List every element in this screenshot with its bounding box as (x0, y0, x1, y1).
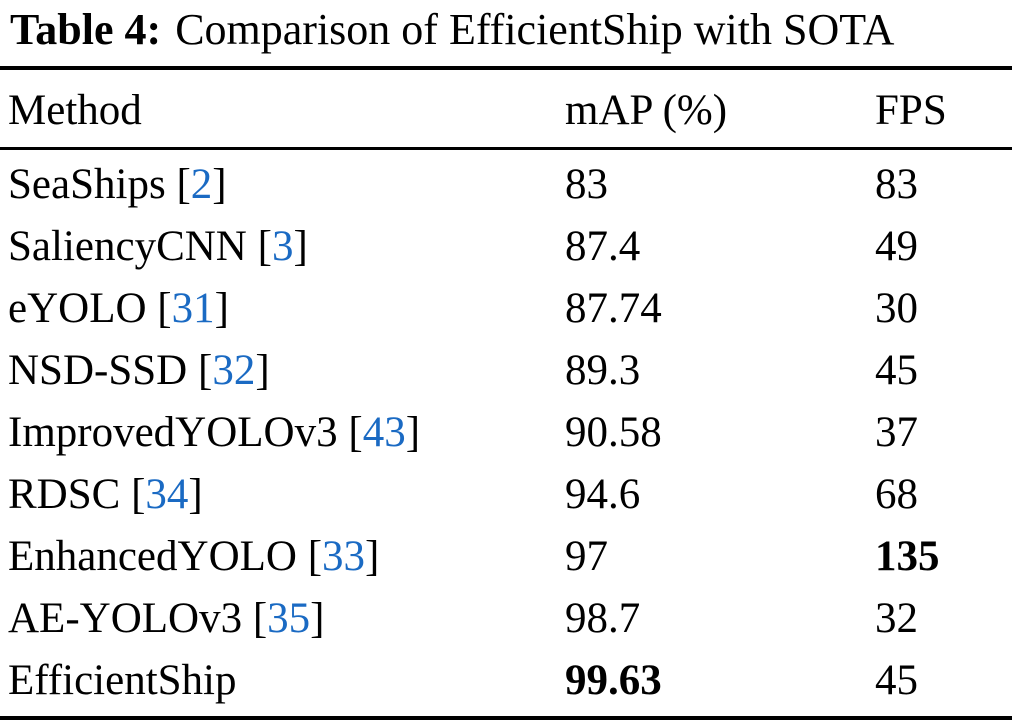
fps-value-cell: 32 (875, 595, 918, 643)
method-cell: RDSC [34] (8, 471, 203, 519)
method-cell: EnhancedYOLO [33] (8, 533, 380, 581)
method-cell: NSD-SSD [32] (8, 347, 270, 395)
table-row: SaliencyCNN [3] 87.4 49 (0, 216, 1012, 278)
table-row: ImprovedYOLOv3 [43] 90.58 37 (0, 402, 1012, 464)
fps-value-cell: 49 (875, 223, 918, 271)
fps-value-cell: 45 (875, 657, 918, 705)
map-value-cell: 87.4 (565, 223, 641, 271)
method-cell: AE-YOLOv3 [35] (8, 595, 325, 643)
fps-value-cell: 37 (875, 409, 918, 457)
table-caption-label: Table 4: (10, 5, 162, 54)
citation-link[interactable]: 2 (190, 161, 213, 209)
map-value-cell: 94.6 (565, 471, 641, 519)
map-value-cell: 83 (565, 161, 608, 209)
header-row: Method mAP (%) FPS (0, 68, 1012, 151)
table-caption: Table 4: Comparison of EfficientShip with… (0, 0, 1012, 54)
citation-link[interactable]: 31 (171, 285, 215, 333)
citation-link[interactable]: 3 (271, 223, 294, 271)
col-header-fps: FPS (875, 68, 1012, 151)
method-cell: eYOLO [31] (8, 285, 229, 333)
fps-value-cell: 45 (875, 347, 918, 395)
fps-value-cell: 68 (875, 471, 918, 519)
citation-link[interactable]: 33 (322, 533, 366, 581)
map-value-cell: 89.3 (565, 347, 641, 395)
map-value-cell: 90.58 (565, 409, 662, 457)
map-value-cell: 87.74 (565, 285, 662, 333)
fps-value-cell: 83 (875, 161, 918, 209)
method-cell: ImprovedYOLOv3 [43] (8, 409, 421, 457)
comparison-table: Method mAP (%) FPS SeaShips [2] 83 83 Salie… (0, 66, 1012, 720)
table-row: SeaShips [2] 83 83 (0, 149, 1012, 217)
map-value-cell: 97 (565, 533, 608, 581)
citation-link[interactable]: 43 (362, 409, 406, 457)
fps-value-cell: 135 (875, 533, 940, 581)
table-row: AE-YOLOv3 [35] 98.7 32 (0, 588, 1012, 650)
col-header-map: mAP (%) (565, 68, 875, 151)
method-cell: SaliencyCNN [3] (8, 223, 308, 271)
method-cell: EfficientShip (8, 657, 237, 705)
table-caption-text: Comparison of EfficientShip with SOTA (175, 5, 895, 54)
citation-link[interactable]: 35 (267, 595, 311, 643)
table-row: RDSC [34] 94.6 68 (0, 464, 1012, 526)
table-row: NSD-SSD [32] 89.3 45 (0, 340, 1012, 402)
map-value-cell: 98.7 (565, 595, 641, 643)
citation-link[interactable]: 34 (145, 471, 189, 519)
citation-link[interactable]: 32 (212, 347, 256, 395)
method-cell: SeaShips [2] (8, 161, 227, 209)
table-row: EnhancedYOLO [33] 97 135 (0, 526, 1012, 588)
table-row: eYOLO [31] 87.74 30 (0, 278, 1012, 340)
col-header-method: Method (0, 68, 565, 151)
map-value-cell: 99.63 (565, 657, 662, 705)
fps-value-cell: 30 (875, 285, 918, 333)
table-row: EfficientShip 99.63 45 (0, 650, 1012, 718)
